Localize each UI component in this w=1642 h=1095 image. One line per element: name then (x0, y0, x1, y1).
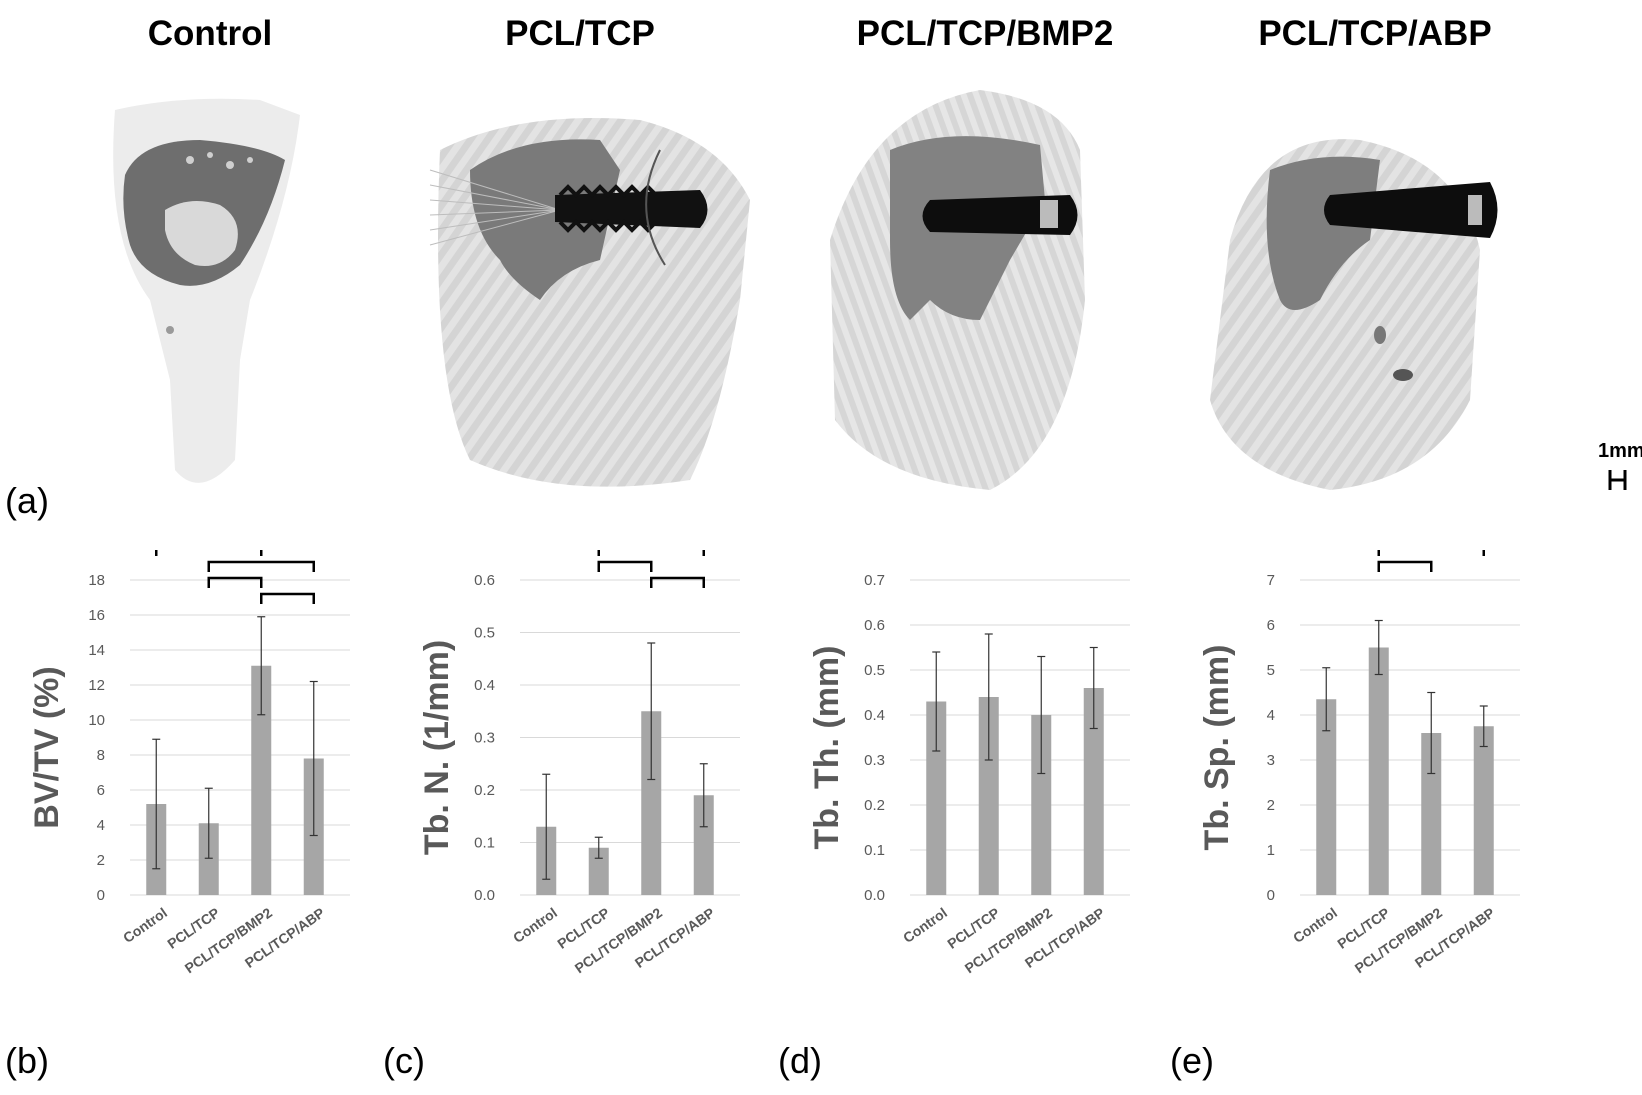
significance-bracket (207, 576, 263, 588)
y-tick-label: 12 (88, 677, 105, 694)
title-pcl-tcp: PCL/TCP (505, 14, 655, 53)
panel-label-d: (d) (778, 1040, 822, 1081)
significance-bracket (650, 576, 705, 588)
title-pcl-tcp-bmp2: PCL/TCP/BMP2 (856, 14, 1114, 53)
chart-tb-n: 0.00.10.20.30.40.50.6ControlPCL/TCPPCL/T… (418, 550, 740, 976)
y-tick-label: 0.3 (864, 752, 885, 769)
x-tick-label: PCL/TCP/BMP2 (1352, 904, 1445, 976)
y-tick-label: 7 (1267, 572, 1275, 589)
ct-image-pcl-tcp-abp (1210, 139, 1498, 490)
y-tick-label: 4 (97, 817, 105, 834)
y-tick-label: 5 (1267, 662, 1275, 679)
bar (1421, 733, 1442, 895)
ct-image-pcl-tcp-bmp2 (830, 90, 1085, 490)
panel-label-b: (b) (5, 1040, 49, 1081)
y-tick-label: 0.0 (474, 887, 495, 904)
y-tick-label: 8 (97, 747, 105, 764)
x-tick-label: PCL/TCP/BMP2 (962, 904, 1055, 976)
significance-bracket (260, 592, 315, 604)
panel-label-a: (a) (5, 480, 49, 521)
y-tick-label: 6 (1267, 617, 1275, 634)
ct-image-pcl-tcp (429, 118, 750, 487)
y-axis-label: Tb. Th. (mm) (808, 646, 846, 850)
bar (1316, 699, 1337, 895)
ct-image-control (113, 98, 300, 483)
significance-bracket (597, 560, 653, 572)
y-tick-label: 0.3 (474, 730, 495, 747)
y-tick-label: 0.5 (864, 662, 885, 679)
y-tick-label: 0.2 (864, 797, 885, 814)
bar (1473, 726, 1494, 895)
bar (978, 697, 999, 895)
title-pcl-tcp-abp: PCL/TCP/ABP (1258, 14, 1492, 53)
significance-bracket (155, 550, 263, 556)
y-axis-label: BV/TV (%) (28, 666, 66, 828)
y-tick-label: 0.6 (474, 572, 495, 589)
x-tick-label: PCL/TCP/BMP2 (572, 904, 665, 976)
y-tick-label: 0.4 (864, 707, 885, 724)
y-tick-label: 4 (1267, 707, 1275, 724)
x-tick-label: Control (120, 904, 170, 946)
bar (1368, 647, 1389, 895)
bar (641, 711, 662, 895)
y-tick-label: 0.7 (864, 572, 885, 589)
scale-bar-label: 1mm (1598, 440, 1642, 462)
y-axis-label: Tb. Sp. (mm) (1198, 645, 1236, 851)
title-control: Control (147, 14, 273, 53)
bar (1031, 715, 1052, 895)
y-tick-label: 3 (1267, 752, 1275, 769)
bar (251, 665, 272, 895)
y-tick-label: 0.2 (474, 782, 495, 799)
y-tick-label: 6 (97, 782, 105, 799)
x-tick-label: Control (900, 904, 950, 946)
bar (693, 795, 714, 895)
x-tick-label: Control (510, 904, 560, 946)
x-tick-label: PCL/TCP/BMP2 (182, 904, 275, 976)
bar (198, 823, 219, 895)
y-tick-label: 2 (1267, 797, 1275, 814)
bar (1083, 688, 1104, 895)
y-tick-label: 0.4 (474, 677, 495, 694)
significance-bracket (597, 550, 705, 556)
chart-tb-th: 0.00.10.20.30.40.50.60.7ControlPCL/TCPPC… (808, 572, 1130, 976)
bar (926, 701, 947, 895)
panel-label-c: (c) (383, 1040, 425, 1081)
x-tick-label: Control (1290, 904, 1340, 946)
panel-label-e: (e) (1170, 1040, 1214, 1081)
significance-bracket (1377, 550, 1485, 556)
y-tick-label: 1 (1267, 842, 1275, 859)
y-tick-label: 0 (97, 887, 105, 904)
y-tick-label: 0.5 (474, 625, 495, 642)
y-tick-label: 0.1 (474, 835, 495, 852)
significance-bracket (207, 560, 315, 572)
y-tick-label: 2 (97, 852, 105, 869)
y-tick-label: 16 (88, 607, 105, 624)
y-tick-label: 10 (88, 712, 105, 729)
micro-ct-images (113, 90, 1627, 490)
y-axis-label: Tb. N. (1/mm) (418, 640, 456, 855)
bar (588, 847, 609, 895)
y-tick-label: 0.0 (864, 887, 885, 904)
significance-bracket (1377, 560, 1433, 572)
scale-bar (1608, 470, 1627, 490)
y-tick-label: 18 (88, 572, 105, 589)
y-tick-label: 14 (88, 642, 105, 659)
chart-tb-sp: 01234567ControlPCL/TCPPCL/TCP/BMP2PCL/TC… (1198, 550, 1520, 976)
chart-bv-tv: 024681012141618ControlPCL/TCPPCL/TCP/BMP… (28, 550, 350, 976)
y-tick-label: 0.6 (864, 617, 885, 634)
y-tick-label: 0 (1267, 887, 1275, 904)
y-tick-label: 0.1 (864, 842, 885, 859)
